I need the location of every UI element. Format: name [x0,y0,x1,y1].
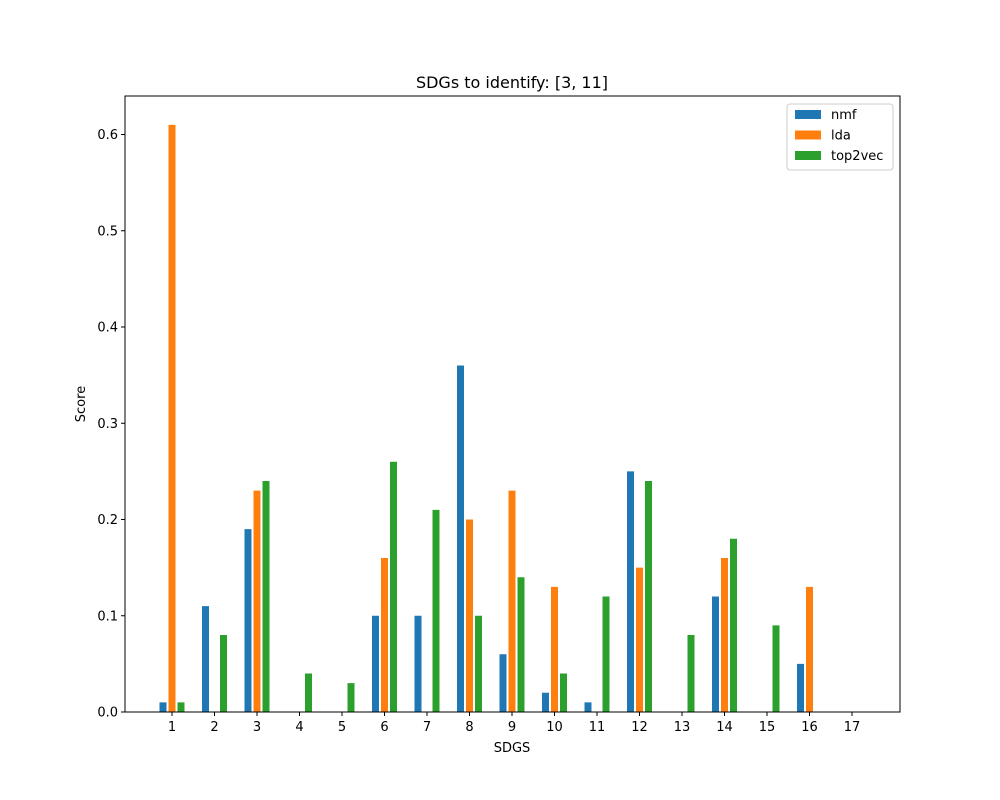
x-tick-label: 10 [546,720,563,735]
x-axis-label: SDGS [494,741,531,756]
x-tick-label: 12 [631,720,648,735]
bar-top2vec-5 [347,683,355,712]
x-tick-label: 4 [295,720,303,735]
bar-nmf-8 [457,365,464,712]
legend-swatch-lda [795,130,821,140]
bar-nmf-7 [414,615,422,712]
x-tick-label: 9 [508,720,516,735]
x-axis: 1 2 3 4 5 6 7 8 9 10 11 12 13 14 15 16 17 [168,712,860,735]
y-tick-label: 0.5 [97,224,118,239]
bar-lda-9 [508,490,516,712]
bar-top2vec-15 [772,625,780,712]
chart-title: SDGs to identify: [3, 11] [416,73,608,92]
y-axis: 0.0 0.1 0.2 0.3 0.4 0.5 0.6 [97,128,125,721]
bar-top2vec-11 [602,596,610,712]
x-tick-label: 16 [801,720,818,735]
x-tick-label: 17 [844,720,861,735]
x-tick-label: 5 [338,720,346,735]
bar-nmf-11 [584,702,592,712]
bar-nmf-12 [627,471,634,712]
y-tick-label: 0.1 [97,609,118,624]
x-tick-label: 2 [210,720,218,735]
legend-swatch-nmf [795,110,821,119]
x-tick-label: 6 [380,720,388,735]
bar-top2vec-4 [305,673,312,712]
legend-label-nmf: nmf [831,108,857,123]
x-tick-label: 15 [759,720,776,735]
bar-nmf-6 [372,615,379,712]
bar-lda-12 [636,567,643,712]
y-tick-label: 0.6 [97,128,118,143]
bar-top2vec-13 [687,635,695,712]
bar-nmf-10 [542,692,549,712]
bar-nmf-3 [244,529,252,712]
bars-layer [159,124,813,712]
x-tick-label: 13 [674,720,691,735]
x-tick-label: 11 [589,720,606,735]
bar-top2vec-1 [177,702,185,712]
bar-lda-10 [551,586,558,712]
bar-top2vec-3 [262,481,270,712]
bar-nmf-16 [797,663,804,712]
bar-nmf-9 [499,654,507,712]
bar-top2vec-7 [432,509,440,712]
bar-lda-14 [721,558,728,712]
legend-label-top2vec: top2vec [831,149,883,164]
bar-top2vec-10 [560,673,567,712]
bar-lda-16 [806,586,813,712]
bar-nmf-2 [202,606,209,712]
bar-top2vec-2 [220,635,227,712]
bar-top2vec-14 [730,538,737,712]
bar-nmf-1 [159,702,167,712]
bar-lda-8 [466,519,473,712]
y-tick-label: 0.3 [97,417,118,432]
bar-top2vec-9 [517,577,525,712]
bar-top2vec-12 [645,481,652,712]
bar-lda-6 [381,558,388,712]
bar-lda-1 [168,124,176,712]
x-tick-label: 8 [465,720,473,735]
x-tick-label: 14 [716,720,733,735]
y-tick-label: 0.0 [97,706,118,721]
legend-label-lda: lda [831,129,851,144]
bar-top2vec-8 [475,615,482,712]
bar-lda-3 [253,490,261,712]
y-tick-label: 0.4 [97,321,118,336]
y-tick-label: 0.2 [97,513,118,528]
bar-top2vec-6 [390,461,397,712]
x-tick-label: 3 [253,720,261,735]
y-axis-label: Score [74,386,89,422]
legend-swatch-top2vec [795,151,821,160]
bar-nmf-14 [712,596,719,712]
x-tick-label: 1 [168,720,176,735]
legend: nmf lda top2vec [786,103,894,171]
x-tick-label: 7 [423,720,431,735]
